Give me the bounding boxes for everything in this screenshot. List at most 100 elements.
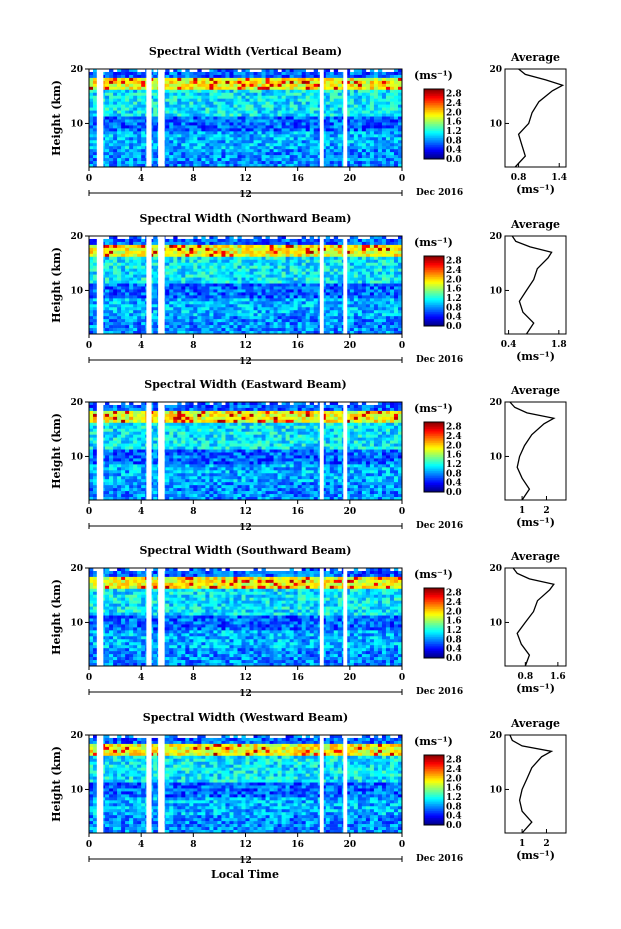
- data-gap: [319, 69, 324, 167]
- heatmap-cells: [89, 735, 403, 834]
- data-gap: [158, 236, 165, 334]
- data-gap: [158, 402, 165, 500]
- avg-x-tick-label: 1.4: [551, 173, 567, 183]
- avg-x-tick-label: 2: [543, 506, 549, 516]
- colorbar-tick-label: 0.4: [446, 146, 462, 156]
- colorbar-frame: [423, 255, 445, 327]
- colorbar-tick-label: 1.6: [446, 285, 462, 295]
- colorbar-frame: [423, 421, 445, 493]
- x-tick-label: 4: [138, 507, 144, 517]
- data-gap: [343, 568, 348, 666]
- x-tick-label: 16: [291, 673, 304, 683]
- data-gap: [343, 236, 348, 334]
- colorbar-tick-label: 1.6: [446, 118, 462, 128]
- colorbar-tick-label: 0.0: [446, 488, 462, 498]
- average-profile-line: [509, 734, 554, 834]
- colorbar-tick-label: 0.0: [446, 322, 462, 332]
- colorbar-tick-label: 1.2: [446, 127, 462, 137]
- colorbar-tick-label: 0.8: [446, 802, 462, 812]
- colorbar-unit: (ms⁻¹): [414, 402, 453, 415]
- x-tick-label: 12: [239, 673, 252, 683]
- data-gap: [319, 236, 324, 334]
- x-tick-label: 0: [399, 341, 405, 351]
- colorbar-tick-label: 1.2: [446, 793, 462, 803]
- data-gap: [96, 69, 104, 167]
- panel-1: Spectral Width (Vertical Beam) 20 10 Height…: [50, 45, 567, 200]
- x-tick-label: 12: [239, 341, 252, 351]
- date-tick-label: 12: [239, 357, 252, 367]
- y-axis-label: Height (km): [50, 746, 63, 822]
- average-x-label: (ms⁻¹): [516, 849, 555, 862]
- colorbar-frame: [423, 587, 445, 659]
- avg-x-tick-label: 1.8: [551, 340, 567, 350]
- avg-y-tick-label: 20: [489, 731, 502, 741]
- colorbar-tick-label: 1.6: [446, 617, 462, 627]
- avg-y-tick-label: 10: [489, 618, 502, 628]
- average-title: Average: [510, 384, 560, 397]
- x-tick-label: 8: [190, 341, 196, 351]
- x-tick-label: 4: [138, 341, 144, 351]
- data-gap: [146, 236, 152, 334]
- x-tick-label: 20: [344, 174, 357, 184]
- data-gap: [343, 402, 348, 500]
- avg-x-tick-label: 1: [519, 839, 525, 849]
- average-profile-line: [514, 68, 565, 168]
- avg-y-tick-label: 10: [489, 452, 502, 462]
- x-tick-label: 4: [138, 840, 144, 850]
- avg-y-tick-label: 20: [489, 564, 502, 574]
- y-axis-label: Height (km): [50, 579, 63, 655]
- panel-4: Spectral Width (Southward Beam) 20 10 Heigh…: [50, 544, 567, 699]
- y-axis-label: Height (km): [50, 413, 63, 489]
- date-tick-label: 12: [239, 523, 252, 533]
- colorbar-unit: (ms⁻¹): [414, 69, 453, 82]
- date-tick-label: 12: [239, 856, 252, 866]
- date-tick-label: 12: [239, 190, 252, 200]
- data-gap: [343, 735, 348, 833]
- average-x-label: (ms⁻¹): [516, 682, 555, 695]
- colorbar-tick-label: 2.0: [446, 275, 462, 285]
- colorbar-tick-label: 1.6: [446, 784, 462, 794]
- colorbar-tick-label: 2.0: [446, 607, 462, 617]
- y-tick-label: 20: [70, 398, 83, 408]
- y-tick-label: 10: [70, 785, 83, 795]
- average-frame: [504, 734, 567, 834]
- colorbar-tick-label: 1.6: [446, 451, 462, 461]
- colorbar-tick-label: 0.4: [446, 812, 462, 822]
- colorbar-tick-label: 1.2: [446, 294, 462, 304]
- x-tick-label: 16: [291, 341, 304, 351]
- date-tick-label: 12: [239, 689, 252, 699]
- colorbar-unit: (ms⁻¹): [414, 735, 453, 748]
- panel-3: Spectral Width (Eastward Beam)2010Height…: [50, 378, 567, 533]
- average-frame: [504, 68, 567, 168]
- heatmap-cells: [89, 402, 403, 501]
- colorbar-tick-label: 2.0: [446, 441, 462, 451]
- data-gap: [96, 568, 104, 666]
- colorbar-tick-label: 0.8: [446, 469, 462, 479]
- x-tick-label: 0: [86, 174, 92, 184]
- x-tick-label: 0: [86, 507, 92, 517]
- panel-5: Spectral Width (Westward Beam)2010Height…: [50, 711, 567, 866]
- data-gap: [146, 735, 152, 833]
- x-tick-label: 8: [190, 673, 196, 683]
- x-tick-label: 8: [190, 840, 196, 850]
- x-tick-label: 0: [399, 507, 405, 517]
- panel-title: Spectral Width (Southward Beam): [139, 544, 351, 557]
- data-gap: [319, 568, 324, 666]
- avg-y-tick-label: 20: [489, 65, 502, 75]
- y-axis-label: Height (km): [50, 80, 63, 156]
- data-gap: [158, 69, 165, 167]
- colorbar-tick-label: 2.4: [446, 99, 462, 109]
- colorbar-unit: (ms⁻¹): [414, 236, 453, 249]
- colorbar-tick-label: 2.0: [446, 108, 462, 118]
- data-gap: [146, 69, 152, 167]
- y-tick-label: 10: [70, 452, 83, 462]
- colorbar-tick-label: 2.4: [446, 765, 462, 775]
- colorbar-tick-label: 2.8: [446, 756, 462, 766]
- colorbar-tick-label: 2.8: [446, 423, 462, 433]
- avg-x-tick-label: 0.4: [501, 340, 517, 350]
- colorbar-tick-label: 0.0: [446, 654, 462, 664]
- x-tick-label: 4: [138, 174, 144, 184]
- x-tick-label: 8: [190, 174, 196, 184]
- date-label: Dec 2016: [416, 521, 463, 531]
